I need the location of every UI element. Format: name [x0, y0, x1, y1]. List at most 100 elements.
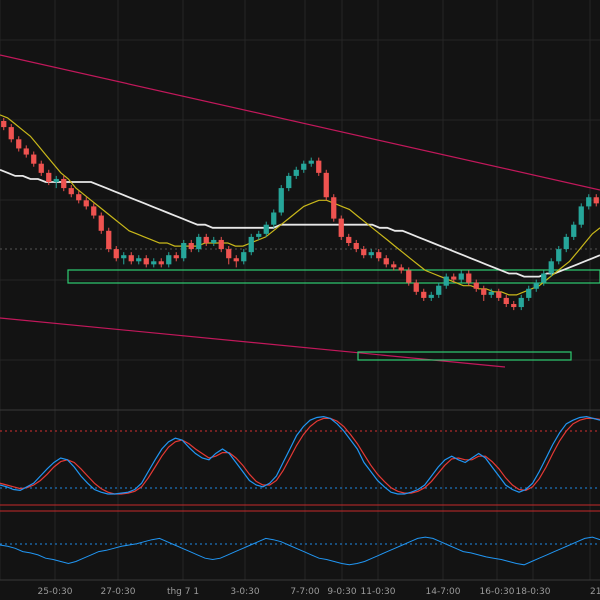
candle[interactable]: [158, 258, 164, 268]
support-zone-lower[interactable]: [357, 351, 572, 361]
candle[interactable]: [76, 191, 82, 204]
candle[interactable]: [376, 249, 382, 262]
candle-body: [113, 249, 119, 259]
candle[interactable]: [473, 279, 479, 292]
candle[interactable]: [316, 157, 322, 176]
candle-body: [38, 163, 44, 173]
candle-layer: [1, 117, 599, 311]
candle[interactable]: [241, 249, 247, 265]
candle[interactable]: [256, 230, 262, 240]
candle[interactable]: [188, 239, 194, 253]
candle[interactable]: [166, 252, 172, 268]
candle[interactable]: [481, 285, 487, 301]
candle[interactable]: [338, 215, 344, 240]
candle[interactable]: [181, 239, 187, 262]
candle[interactable]: [53, 175, 59, 189]
candle[interactable]: [593, 194, 599, 207]
candle[interactable]: [541, 270, 547, 286]
candle[interactable]: [218, 236, 224, 253]
candle[interactable]: [143, 255, 149, 268]
candle[interactable]: [271, 209, 277, 228]
candle[interactable]: [391, 261, 397, 271]
candle[interactable]: [31, 151, 37, 167]
candle[interactable]: [586, 194, 592, 210]
candle[interactable]: [196, 233, 202, 253]
lower-trendline[interactable]: [0, 317, 506, 368]
candle[interactable]: [458, 270, 464, 283]
upper-trendline[interactable]: [0, 54, 600, 191]
candle[interactable]: [496, 288, 502, 301]
candle[interactable]: [226, 246, 232, 265]
candle[interactable]: [263, 221, 269, 237]
candle[interactable]: [503, 294, 509, 308]
x-tick-label: 3-0:30: [230, 587, 259, 597]
candle[interactable]: [368, 249, 374, 259]
candle[interactable]: [113, 246, 119, 262]
candle[interactable]: [98, 212, 104, 234]
candle[interactable]: [556, 246, 562, 265]
ma-slow-line[interactable]: [0, 168, 600, 278]
candle[interactable]: [308, 157, 314, 167]
candle-body: [511, 304, 517, 308]
candle[interactable]: [211, 236, 217, 247]
candle[interactable]: [61, 175, 67, 192]
candle[interactable]: [68, 185, 74, 198]
candle[interactable]: [413, 279, 419, 295]
oscillator-k-line[interactable]: [0, 415, 600, 495]
candle[interactable]: [121, 252, 127, 265]
candle[interactable]: [578, 203, 584, 228]
candle[interactable]: [233, 255, 239, 268]
support-zone-upper[interactable]: [67, 269, 600, 284]
candle[interactable]: [571, 221, 577, 240]
candle[interactable]: [23, 145, 29, 158]
candle[interactable]: [526, 285, 532, 301]
candle[interactable]: [533, 279, 539, 292]
oscillator-d-line[interactable]: [0, 417, 600, 495]
candle-body: [128, 255, 134, 262]
candle[interactable]: [128, 252, 134, 265]
candle[interactable]: [428, 291, 434, 301]
candle[interactable]: [421, 288, 427, 301]
candle[interactable]: [301, 160, 307, 173]
candle[interactable]: [443, 273, 449, 289]
candle[interactable]: [16, 136, 22, 152]
candle-body: [526, 288, 532, 298]
x-tick-label: 25-0:30: [38, 587, 73, 597]
candle[interactable]: [203, 233, 209, 247]
candle[interactable]: [548, 258, 554, 277]
candle-body: [53, 178, 59, 182]
candle[interactable]: [136, 255, 142, 265]
candle[interactable]: [173, 252, 179, 262]
candle[interactable]: [361, 246, 367, 259]
candle[interactable]: [91, 203, 97, 219]
candle[interactable]: [563, 233, 569, 253]
candle[interactable]: [406, 267, 412, 286]
candle[interactable]: [331, 194, 337, 222]
indicator2-line[interactable]: [0, 536, 600, 566]
candle[interactable]: [353, 239, 359, 253]
candle[interactable]: [466, 270, 472, 286]
candle[interactable]: [83, 197, 89, 210]
candle[interactable]: [278, 185, 284, 216]
candle[interactable]: [286, 172, 292, 192]
candle[interactable]: [346, 233, 352, 247]
candle[interactable]: [323, 169, 329, 201]
candle[interactable]: [38, 160, 44, 176]
candle[interactable]: [436, 282, 442, 298]
candle[interactable]: [248, 233, 254, 256]
candle[interactable]: [106, 227, 112, 253]
candle[interactable]: [488, 288, 494, 298]
candle[interactable]: [8, 124, 14, 143]
candle[interactable]: [1, 117, 7, 131]
candle[interactable]: [151, 258, 157, 268]
candle[interactable]: [383, 255, 389, 268]
candle[interactable]: [511, 300, 517, 311]
candle[interactable]: [451, 273, 457, 283]
candle[interactable]: [293, 166, 299, 179]
candle-body: [413, 282, 419, 292]
candle[interactable]: [518, 294, 524, 311]
candle[interactable]: [398, 264, 404, 274]
candle[interactable]: [46, 169, 52, 186]
